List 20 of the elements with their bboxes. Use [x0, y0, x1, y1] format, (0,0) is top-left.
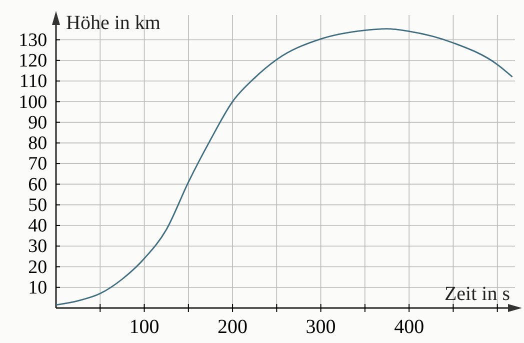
- x-tick-label: 200: [218, 316, 248, 338]
- y-tick-label: 100: [18, 92, 48, 113]
- y-tick-label: 110: [19, 71, 48, 92]
- y-tick-label: 70: [28, 154, 48, 175]
- y-tick-label: 80: [28, 133, 48, 154]
- y-tick-label: 60: [28, 174, 48, 196]
- y-tick-label: 120: [18, 50, 48, 72]
- x-tick-label: 100: [129, 316, 160, 338]
- x-tick-label: 400: [394, 316, 424, 338]
- y-tick-label: 10: [28, 277, 48, 298]
- x-axis-title: Zeit in s: [444, 283, 510, 305]
- y-tick-label: 130: [18, 30, 48, 51]
- y-axis-title: Höhe in km: [66, 12, 161, 34]
- y-tick-label: 50: [28, 194, 48, 216]
- y-tick-label: 90: [28, 112, 48, 134]
- y-tick-label: 30: [28, 236, 48, 258]
- y-tick-label: 20: [28, 256, 48, 278]
- x-tick-label: 300: [306, 316, 336, 338]
- line-series: [55, 28, 514, 306]
- y-tick-label: 40: [28, 216, 48, 237]
